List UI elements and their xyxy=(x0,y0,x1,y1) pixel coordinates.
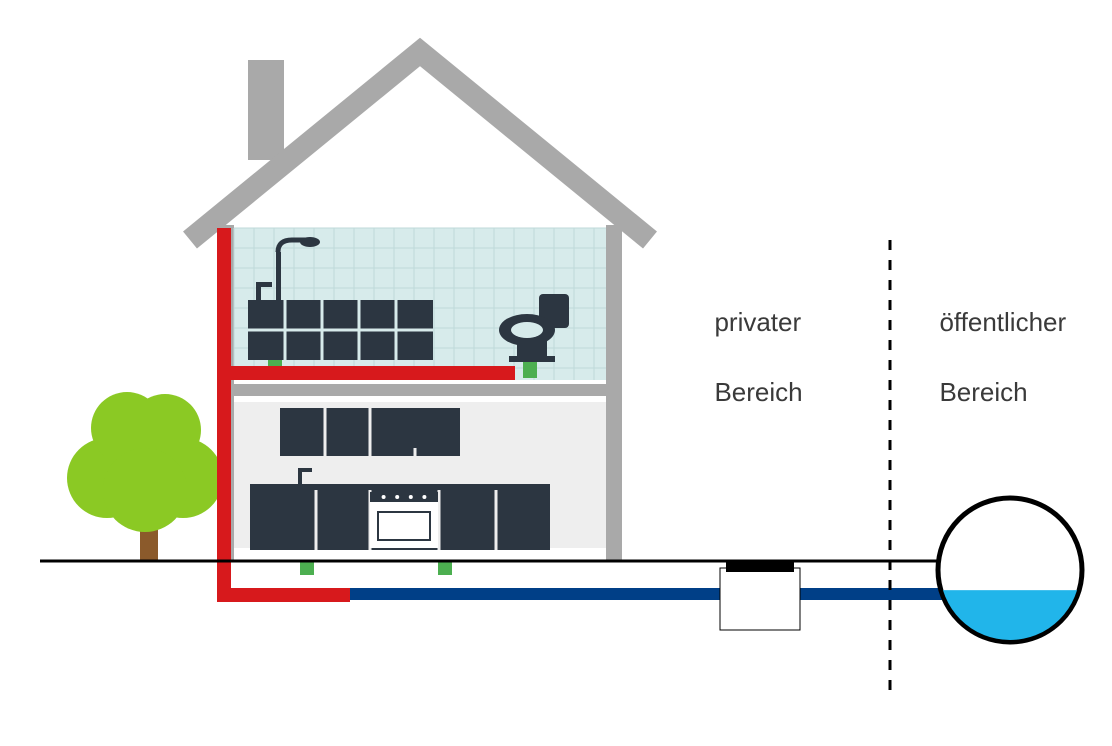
label-public-line2: Bereich xyxy=(939,377,1027,407)
label-private-line2: Bereich xyxy=(714,377,802,407)
blue-pipe xyxy=(350,588,955,600)
label-public: öffentlicher Bereich xyxy=(925,270,1066,410)
label-private-line1: privater xyxy=(714,307,801,337)
chimney xyxy=(248,60,284,160)
diagram-root: { "canvas":{"width":1112,"height":746,"b… xyxy=(0,0,1112,746)
label-public-line1: öffentlicher xyxy=(939,307,1066,337)
label-private: privater Bereich xyxy=(700,270,803,410)
red-pipe-vertical xyxy=(217,228,231,600)
inspection-chamber xyxy=(720,568,800,630)
